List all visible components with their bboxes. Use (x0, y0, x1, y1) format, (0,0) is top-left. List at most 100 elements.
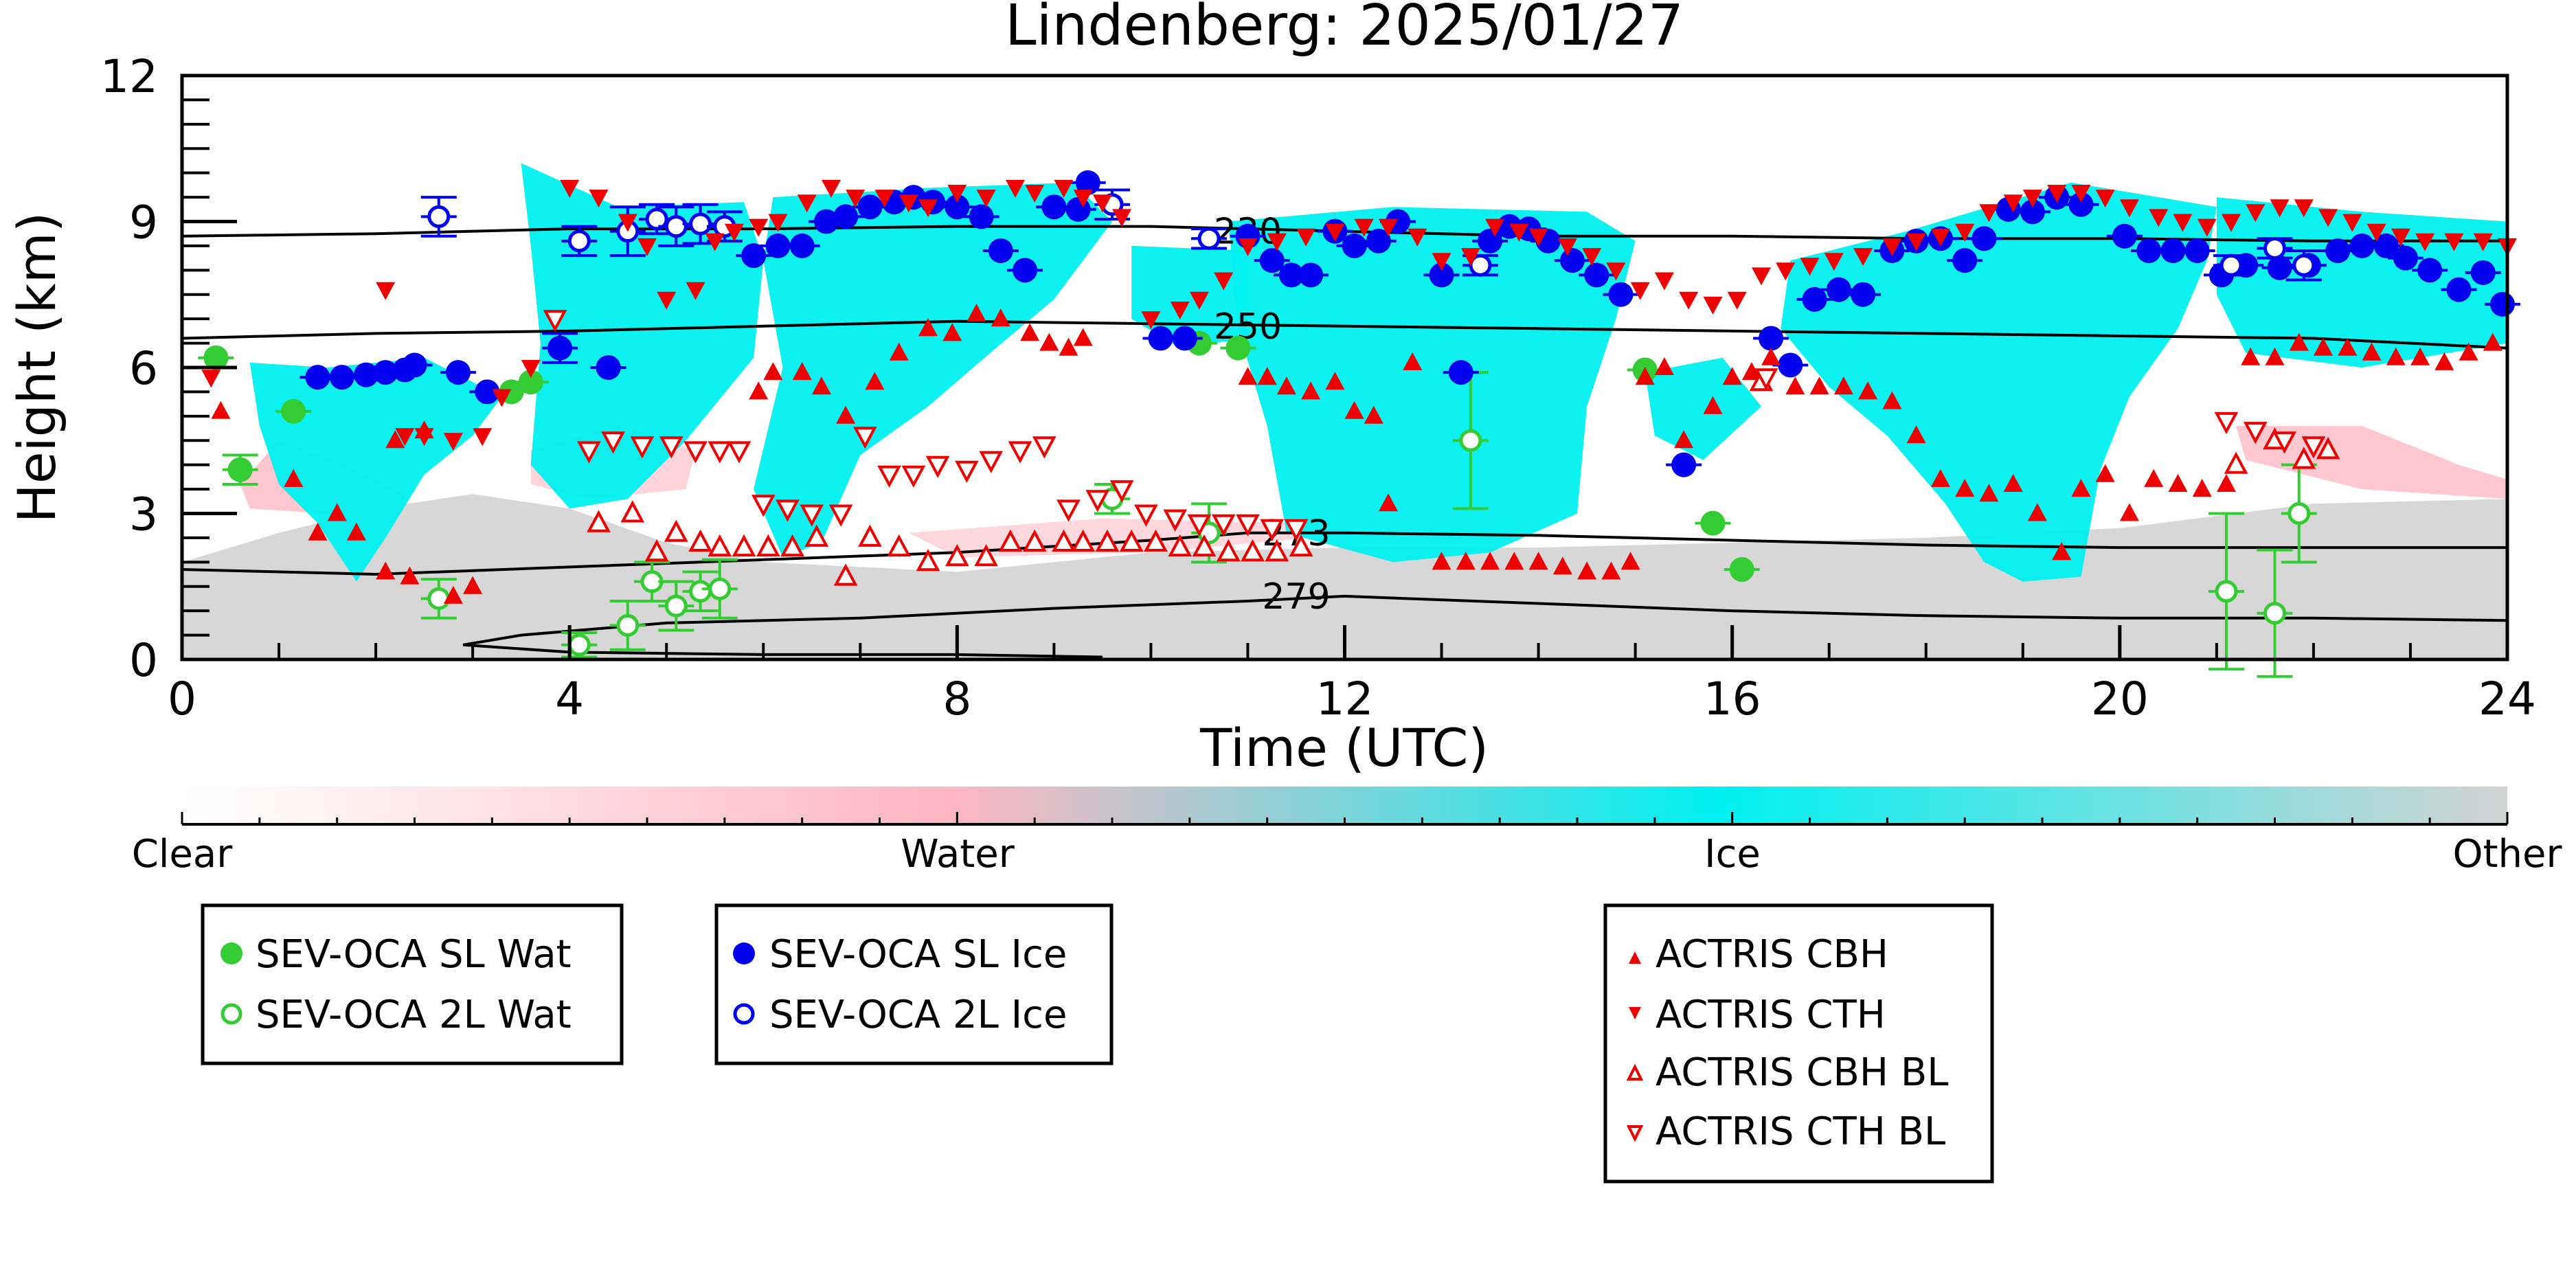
point-actris-cbh (1364, 405, 1383, 424)
point-actris-cth (768, 214, 788, 232)
legend-label-sl-wat: SEV-OCA SL Wat (256, 932, 572, 977)
point-actris-cth (724, 223, 744, 242)
point-sev-oca-sl-ice (1759, 326, 1784, 351)
point-actris-cth (1582, 248, 1602, 267)
x-tick-label: 16 (1704, 673, 1761, 725)
point-actris-cbh (1722, 367, 1742, 385)
point-actris-cbh (1979, 484, 1999, 502)
point-actris-cbh-bl (804, 524, 829, 547)
point-actris-cth (2197, 218, 2217, 237)
colorbar-label-other: Other (2452, 832, 2562, 877)
colorbar: Clear Water Ice Other (132, 787, 2562, 877)
point-sev-oca-sl-ice (741, 243, 767, 269)
point-actris-cth (1141, 311, 1161, 330)
point-sev-oca-2l-ice (664, 215, 688, 238)
point-actris-cbh (1601, 561, 1621, 580)
point-actris-cbh (792, 362, 812, 381)
point-actris-cbh (2386, 347, 2406, 365)
point-actris-cbh (1703, 396, 1723, 414)
point-actris-cbh-bl (756, 534, 780, 557)
point-actris-cth (846, 190, 866, 208)
point-actris-cbh (1480, 552, 1500, 570)
point-sev-oca-2l-wat (689, 580, 712, 603)
point-actris-cbh-bl (1265, 539, 1289, 562)
legend-label-cbh: ACTRIS CBH (1656, 932, 1888, 977)
point-sev-oca-sl-wat (518, 370, 543, 395)
point-actris-cbh (2241, 347, 2261, 365)
point-actris-cbh (2459, 342, 2478, 361)
point-sev-oca-sl-ice (2184, 238, 2210, 263)
point-actris-cth (473, 428, 493, 447)
legend-marker-sl-ice (733, 942, 755, 964)
point-sev-oca-2l-wat (2263, 602, 2286, 625)
point-sev-oca-sl-ice (445, 360, 471, 385)
point-sev-oca-sl-ice (2020, 199, 2045, 225)
point-actris-cbh (865, 372, 885, 390)
point-actris-cth (797, 194, 817, 213)
point-actris-cth-bl (979, 451, 1004, 473)
point-actris-cbh-bl (916, 549, 940, 572)
point-actris-cth-bl (1057, 499, 1081, 522)
point-actris-cbh (2362, 342, 2382, 361)
point-sev-oca-2l-ice (427, 205, 451, 228)
point-actris-cth-bl (1134, 504, 1158, 527)
point-actris-cth (2342, 214, 2362, 232)
ice-class-region (1781, 182, 2217, 582)
point-actris-cbh-bl (1289, 534, 1313, 557)
point-sev-oca-sl-ice (969, 204, 994, 229)
point-actris-cth-bl (1163, 509, 1188, 532)
colorbar-ticks (181, 812, 2509, 824)
cloud-markers (198, 170, 2520, 678)
point-actris-cbh-bl (974, 544, 998, 567)
point-actris-cbh-bl (780, 534, 804, 557)
point-actris-cth (1354, 218, 1374, 237)
point-actris-cth-bl (925, 455, 950, 478)
point-actris-cth-bl (601, 431, 625, 454)
point-actris-cbh-bl (1095, 529, 1120, 552)
point-actris-cth (686, 282, 705, 300)
point-actris-cbh-bl (644, 539, 669, 562)
point-actris-cbh (2095, 464, 2115, 482)
point-actris-cth (1930, 228, 1950, 247)
point-sev-oca-2l-ice (645, 207, 668, 231)
point-actris-cth (2095, 190, 2115, 208)
point-actris-cth (1654, 272, 1674, 291)
point-sev-oca-sl-ice (1342, 233, 1367, 258)
point-actris-cbh (2119, 503, 2139, 521)
point-sev-oca-sl-ice (2393, 245, 2418, 271)
point-actris-cth-bl (955, 460, 979, 484)
point-sev-oca-sl-ice (857, 194, 883, 220)
legend-ice: SEV-OCA SL Ice SEV-OCA 2L Ice (714, 903, 1114, 1065)
point-actris-cth-bl (1187, 514, 1212, 536)
point-actris-cbh (2217, 474, 2236, 492)
point-actris-cbh (1257, 367, 1277, 385)
point-actris-cbh (308, 522, 328, 541)
point-actris-cbh-bl (1168, 534, 1193, 557)
point-actris-cbh-bl (1052, 529, 1076, 552)
legend-marker-cth (1629, 1007, 1641, 1019)
point-actris-cth-bl (1236, 514, 1260, 536)
y-tick-label: 6 (129, 342, 158, 395)
point-actris-cth-bl (2243, 422, 2268, 444)
point-actris-cbh (1833, 376, 1853, 395)
point-sev-oca-sl-ice (1826, 277, 1851, 302)
point-actris-cth (1432, 253, 1451, 271)
point-sev-oca-2l-ice (567, 229, 591, 253)
point-sev-oca-sl-wat (227, 457, 253, 482)
point-sev-oca-sl-ice (2489, 291, 2515, 317)
point-actris-cth (1296, 228, 1316, 247)
point-actris-cth (1325, 223, 1345, 242)
point-actris-cth (1679, 291, 1699, 310)
point-sev-oca-sl-ice (1366, 228, 1391, 253)
point-actris-cth (1485, 218, 1505, 237)
point-actris-cth (1800, 258, 1820, 276)
point-actris-cth (1727, 291, 1747, 310)
point-actris-cbh (1858, 381, 1878, 400)
point-actris-cth-bl (1260, 519, 1285, 542)
point-actris-cth-bl (727, 441, 752, 464)
point-actris-cth (2270, 199, 2290, 218)
point-sev-oca-sl-ice (1172, 326, 1197, 351)
legend-box (201, 903, 624, 1065)
point-sev-oca-2l-wat (1459, 429, 1482, 452)
point-sev-oca-2l-ice (689, 212, 712, 236)
